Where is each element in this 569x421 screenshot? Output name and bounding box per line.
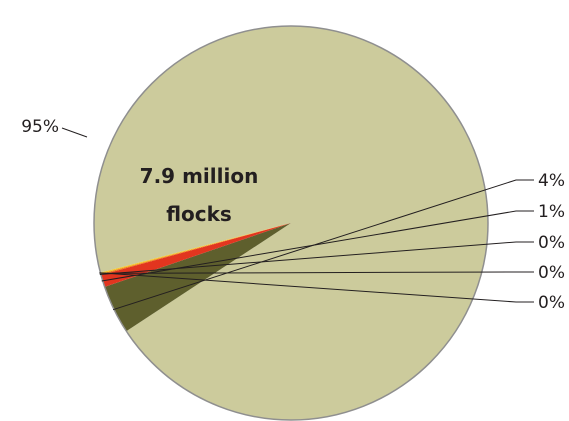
pie-slice-0 (93, 25, 488, 420)
leader-lines (61, 127, 534, 311)
leader-line-0 (61, 127, 88, 138)
center-label-line-2: flocks (166, 202, 232, 226)
center-label-line-1: 7.9 million (140, 164, 259, 188)
leader-line-5 (99, 272, 534, 303)
pie-slices (93, 25, 488, 420)
leader-line-1 (112, 179, 534, 311)
slice-labels: 95% 4% 1% 0% 0% 0% (21, 117, 565, 313)
slice-label-3: 0% (538, 233, 565, 253)
slice-label-4: 0% (538, 263, 565, 283)
leader-line-2 (101, 210, 534, 282)
pie-outline (93, 25, 489, 421)
slice-label-5: 0% (538, 293, 565, 313)
pie-slice-1 (104, 223, 291, 332)
pie-slice-3 (100, 223, 292, 276)
slice-label-2: 1% (538, 202, 565, 222)
leader-line-4 (99, 271, 534, 274)
leader-line-3 (99, 241, 534, 275)
slice-label-0: 95% (21, 117, 59, 137)
slice-label-1: 4% (538, 171, 565, 191)
pie-slice-4 (100, 223, 291, 274)
